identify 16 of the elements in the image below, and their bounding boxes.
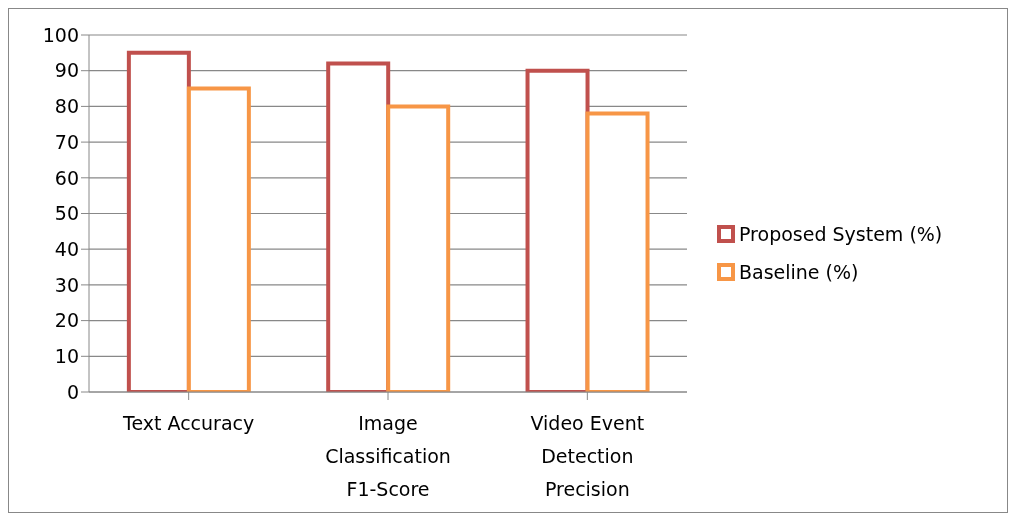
y-tick-label: 90 — [54, 59, 79, 82]
y-tick-label: 50 — [54, 202, 79, 225]
y-tick-label: 80 — [54, 95, 79, 118]
x-tick-label: Video Event Detection Precision — [530, 412, 645, 500]
x-tick-label: Text Accuracy — [122, 412, 255, 434]
legend-label: Proposed System (%) — [739, 222, 943, 245]
y-tick-label: 20 — [54, 309, 79, 332]
y-tick-label: 30 — [54, 273, 79, 296]
y-tick-label: 0 — [66, 380, 79, 403]
x-tick-label: Image Classification F1-Score — [325, 412, 451, 500]
y-tick-label: 60 — [54, 166, 79, 189]
y-tick-label: 100 — [42, 23, 79, 46]
legend-label: Baseline (%) — [739, 260, 859, 283]
y-tick-label: 70 — [54, 130, 79, 153]
y-tick-label: 40 — [54, 237, 79, 260]
y-tick-label: 10 — [54, 345, 79, 368]
